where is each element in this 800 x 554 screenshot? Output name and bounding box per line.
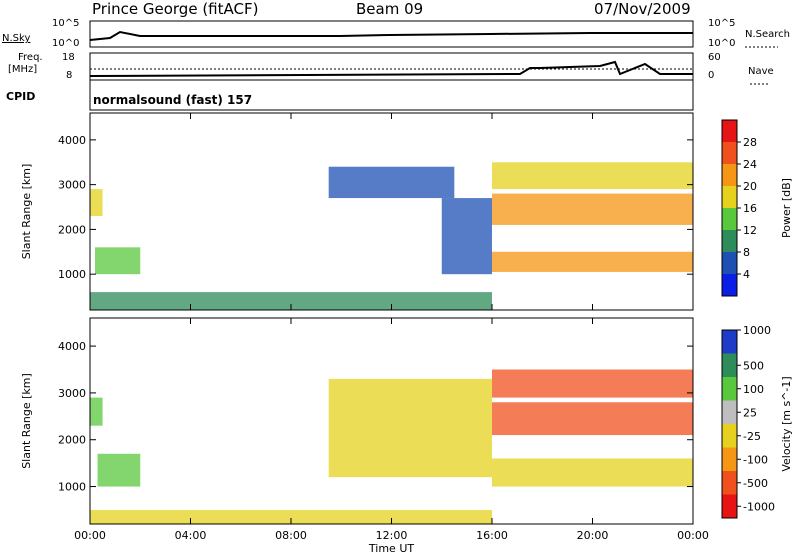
colorbar-swatch-2 [722,377,737,401]
freq-right-tick-top: 60 [708,52,721,63]
noise-sky-label: N.Sky [2,33,31,44]
freq-right-tick-bottom: 0 [708,70,715,81]
colorbar-swatch-1 [722,353,737,377]
colorbar-tick-label-2: 12 [743,224,757,237]
noise-trace [89,30,693,41]
freq-left-tick-top: 18 [62,52,75,63]
colorbar-tick-label-0: 1000 [743,324,771,337]
date-label: 07/Nov/2009 [594,0,691,18]
colorbar-swatch-0 [722,120,737,142]
colorbar-tick-label-2: 100 [743,383,764,396]
data-region-0 [90,189,103,216]
y-tick-label-2: 3000 [58,387,86,400]
colorbar-label: Power [dB] [780,178,793,238]
freq-left-tick-bottom: 8 [66,70,73,81]
freq-label-line2: [MHz] [8,64,38,75]
x-tick-label-3: 12:00 [376,529,408,542]
y-axis-label: Slant Range [km] [20,164,33,260]
data-region-3 [441,198,492,275]
noise-left-tick-bottom: 10^0 [52,38,80,49]
station-title: Prince George (fitACF) [92,0,259,18]
y-tick-label-1: 2000 [58,223,86,236]
y-axis-label: Slant Range [km] [20,373,33,469]
colorbar-tick-label-4: -25 [743,430,761,443]
cpid-value: normalsound (fast) 157 [93,93,253,107]
colorbar-swatch-7 [722,274,737,296]
colorbar-frame [721,329,738,519]
colorbar-tick-label-1: 8 [743,246,750,259]
colorbar-swatch-0 [722,330,737,354]
colorbar-swatch-4 [722,208,737,230]
colorbar-swatch-3 [722,186,737,208]
colorbar-tick-label-6: -500 [743,477,768,490]
x-tick-label-0: 00:00 [74,529,106,542]
data-region-6 [492,162,693,190]
colorbar-swatch-4 [722,424,737,448]
data-region-5 [492,369,693,398]
data-region-3 [492,458,693,487]
cpid-frame [89,79,694,111]
colorbar-swatch-5 [722,447,737,471]
noise-search-label: N.Search [745,29,791,40]
colorbar-label: Velocity [m s^-1] [780,376,793,471]
colorbar-swatch-6 [722,471,737,495]
x-tick-label-6: 00:00 [677,529,709,542]
colorbar-tick-label-5: 24 [743,158,757,171]
noise-right-tick-top: 10^5 [708,18,736,29]
colorbar-tick-label-7: -1000 [743,500,775,513]
colorbar-tick-label-6: 28 [743,136,757,149]
colorbar-swatch-6 [722,252,737,274]
nave-label: Nave [748,66,774,77]
power-panel: 1000 2000 3000 4000 Slant Range [km] [20,112,694,311]
noise-left-tick-top: 10^5 [52,18,80,29]
colorbar-tick-label-4: 20 [743,180,757,193]
colorbar-tick-label-1: 500 [743,359,764,372]
colorbar-tick-label-3: 16 [743,202,757,215]
velocity-colorbar: 1000 500 100 25 -25 -100 -500 -1000 Velocity [m … [721,324,793,519]
data-region-1 [95,247,141,275]
colorbar-swatch-5 [722,230,737,252]
x-tick-label-5: 20:00 [577,529,609,542]
colorbar-tick-label-3: 25 [743,406,757,419]
power-colorbar: 4 8 12 16 20 24 28 Power [dB] [721,119,793,297]
colorbar-swatch-2 [722,164,737,186]
data-region-5 [492,193,693,225]
x-axis-label: Time UT [368,542,414,554]
beam-label: Beam 09 [356,0,424,18]
data-region-4 [492,251,693,272]
colorbar-swatch-1 [722,142,737,164]
cpid-label: CPID [6,90,36,103]
y-tick-label-2: 3000 [58,179,86,192]
colorbar-tick-label-0: 4 [743,268,750,281]
data-region-2 [328,378,492,478]
header-panels [89,20,778,111]
data-region-2 [328,166,455,199]
y-tick-label-3: 4000 [58,340,86,353]
y-tick-label-1: 2000 [58,434,86,447]
colorbar-tick-label-5: -100 [743,453,768,466]
data-region-0 [90,397,103,426]
data-region-4 [492,402,693,436]
y-tick-label-0: 1000 [58,268,86,281]
y-tick-label-3: 4000 [58,134,86,147]
x-tick-label-1: 04:00 [175,529,207,542]
nave-trace [89,60,693,77]
x-tick-label-2: 08:00 [275,529,307,542]
data-region-1 [97,453,141,487]
velocity-panel: 1000 2000 3000 4000 Slant Range [km] 00:00 04:… [20,317,709,554]
y-tick-label-0: 1000 [58,481,86,494]
colorbar-swatch-3 [722,400,737,424]
x-tick-label-4: 16:00 [476,529,508,542]
colorbar-swatch-7 [722,494,737,518]
noise-right-tick-bottom: 10^0 [708,38,736,49]
freq-label-line1: Freq. [18,52,43,63]
